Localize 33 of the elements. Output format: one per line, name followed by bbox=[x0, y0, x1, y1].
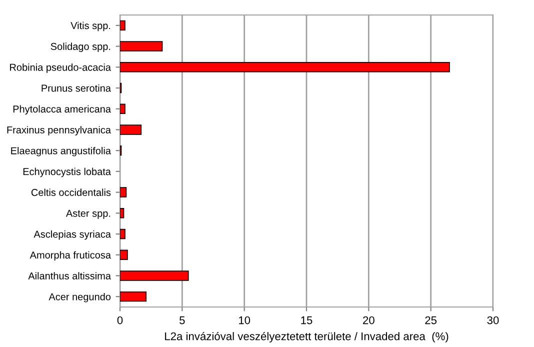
y-tick-label: Celtis occidentalis bbox=[31, 188, 111, 196]
bar bbox=[120, 124, 142, 135]
y-tick-label: Prunus serotina bbox=[42, 84, 111, 92]
x-tick-label: 5 bbox=[180, 316, 185, 324]
y-tick-label: Echynocystis lobata bbox=[23, 168, 111, 178]
y-tick-label: Acer negundo bbox=[48, 292, 111, 302]
y-tick-label: Vitis spp. bbox=[70, 22, 110, 32]
bar bbox=[120, 228, 126, 240]
x-tick-label: 10 bbox=[239, 316, 250, 324]
x-tick-label: 25 bbox=[425, 316, 437, 324]
x-tick-label: 0 bbox=[117, 316, 123, 324]
bar bbox=[120, 270, 189, 281]
x-tick-label: 20 bbox=[363, 316, 374, 324]
x-axis-title: L2a invázióval veszélyeztetett területe / Invaded area (%) bbox=[165, 332, 448, 342]
y-tick-label: Phytolacca americana bbox=[13, 105, 111, 115]
x-tick-label: 30 bbox=[487, 316, 499, 324]
x-tick-label: 15 bbox=[301, 316, 312, 324]
bar bbox=[120, 291, 147, 302]
y-tick-label: Fraxinus pennsylvanica bbox=[7, 126, 111, 136]
y-tick-label: Amorpha fruticosa bbox=[30, 251, 111, 261]
y-tick-label: Aster spp. bbox=[66, 210, 110, 219]
y-tick-label: Solidago spp. bbox=[50, 42, 110, 52]
y-tick-label: Elaeagnus angustifolia bbox=[11, 146, 111, 156]
bar bbox=[120, 41, 163, 52]
y-tick-label: Ailanthus altissima bbox=[28, 272, 111, 280]
bar bbox=[120, 62, 450, 72]
bar bbox=[120, 208, 124, 218]
bar bbox=[120, 20, 126, 31]
y-tick-label: Asclepias syriaca bbox=[34, 230, 111, 240]
bar bbox=[120, 104, 126, 114]
y-tick-label: Robinia pseudo-acacia bbox=[10, 64, 111, 73]
bar bbox=[120, 187, 127, 198]
bar bbox=[120, 250, 128, 260]
